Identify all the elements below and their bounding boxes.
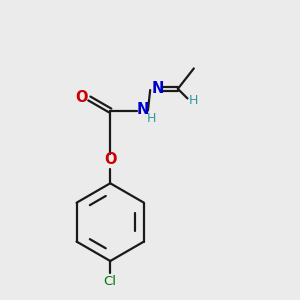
Text: O: O — [104, 152, 116, 167]
Text: O: O — [75, 90, 87, 105]
Text: Cl: Cl — [104, 275, 117, 288]
Text: H: H — [189, 94, 198, 107]
Text: N: N — [152, 81, 164, 96]
Text: H: H — [147, 112, 156, 125]
Text: N: N — [136, 103, 149, 118]
